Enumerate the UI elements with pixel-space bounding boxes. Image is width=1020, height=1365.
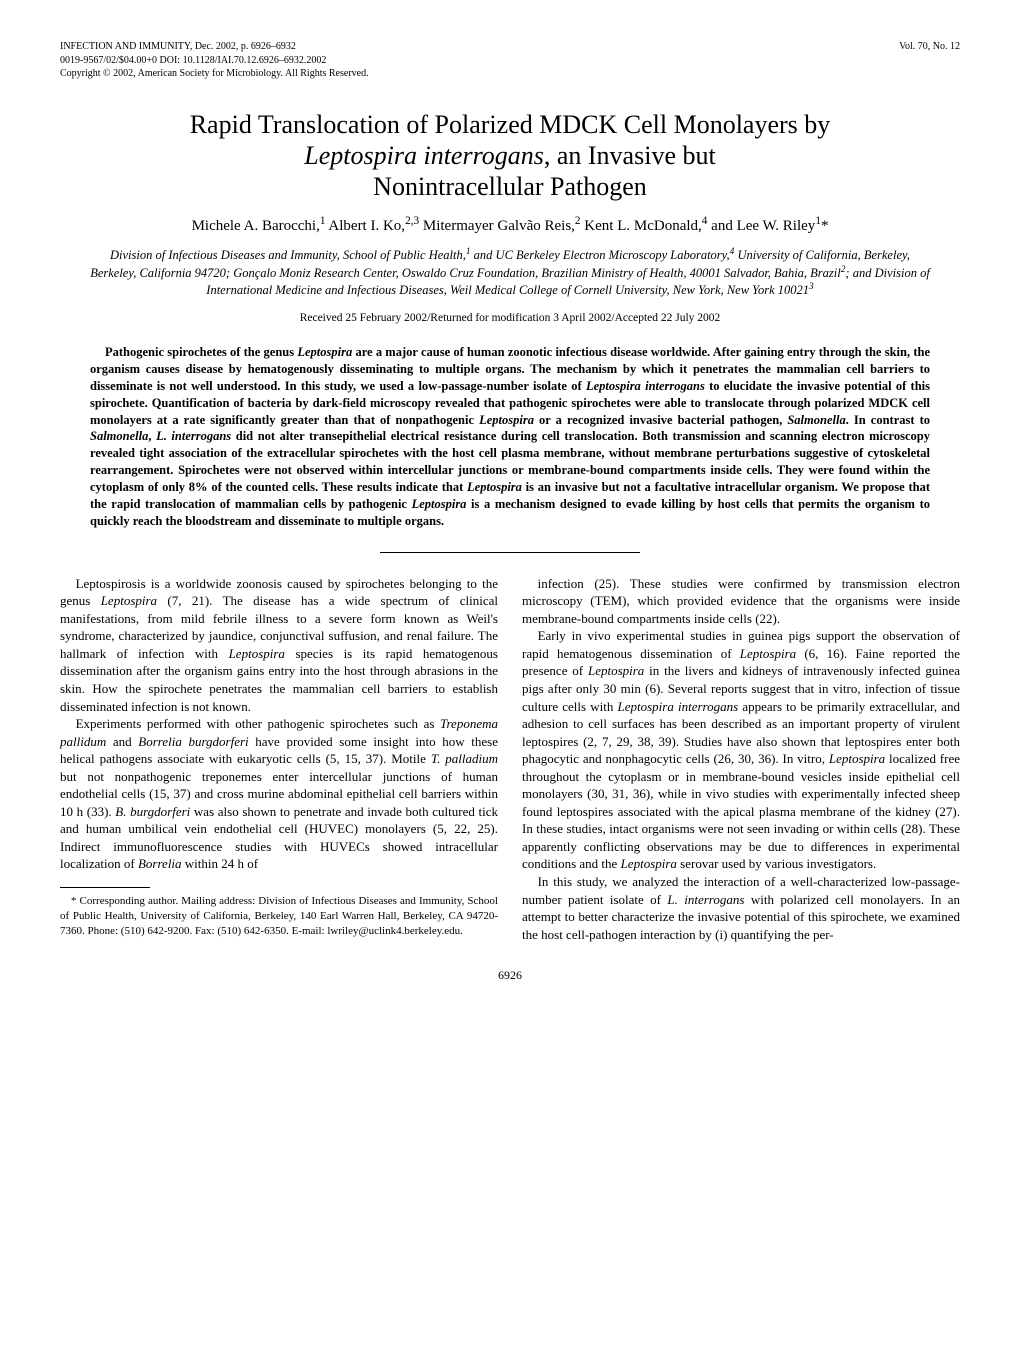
corresponding-author-footnote: * Corresponding author. Mailing address:… <box>60 894 498 939</box>
authors: Michele A. Barocchi,1 Albert I. Ko,2,3 M… <box>60 214 960 236</box>
journal-line2: 0019-9567/02/$04.00+0 DOI: 10.1128/IAI.7… <box>60 54 369 68</box>
title-line2-rest: , an Invasive but <box>544 141 716 170</box>
title-line2-italic: Leptospira interrogans <box>304 141 544 170</box>
footnote-separator <box>60 887 150 888</box>
body-p3: infection (25). These studies were confi… <box>522 575 960 628</box>
body-p5: In this study, we analyzed the interacti… <box>522 873 960 943</box>
body-p1: Leptospirosis is a worldwide zoonosis ca… <box>60 575 498 715</box>
body-columns: Leptospirosis is a worldwide zoonosis ca… <box>60 575 960 943</box>
journal-header: INFECTION AND IMMUNITY, Dec. 2002, p. 69… <box>60 40 960 81</box>
journal-header-left: INFECTION AND IMMUNITY, Dec. 2002, p. 69… <box>60 40 369 81</box>
received-date: Received 25 February 2002/Returned for m… <box>60 311 960 327</box>
affiliations: Division of Infectious Diseases and Immu… <box>60 246 960 298</box>
page-number: 6926 <box>60 967 960 983</box>
body-p2: Experiments performed with other pathoge… <box>60 715 498 873</box>
journal-volume: Vol. 70, No. 12 <box>899 40 960 81</box>
article-title: Rapid Translocation of Polarized MDCK Ce… <box>60 109 960 203</box>
journal-line1: INFECTION AND IMMUNITY, Dec. 2002, p. 69… <box>60 40 369 54</box>
body-p4: Early in vivo experimental studies in gu… <box>522 627 960 873</box>
title-line3: Nonintracellular Pathogen <box>373 172 647 201</box>
journal-line3: Copyright © 2002, American Society for M… <box>60 67 369 81</box>
abstract-divider <box>380 552 640 553</box>
abstract: Pathogenic spirochetes of the genus Lept… <box>90 344 930 530</box>
title-line1: Rapid Translocation of Polarized MDCK Ce… <box>190 110 831 139</box>
